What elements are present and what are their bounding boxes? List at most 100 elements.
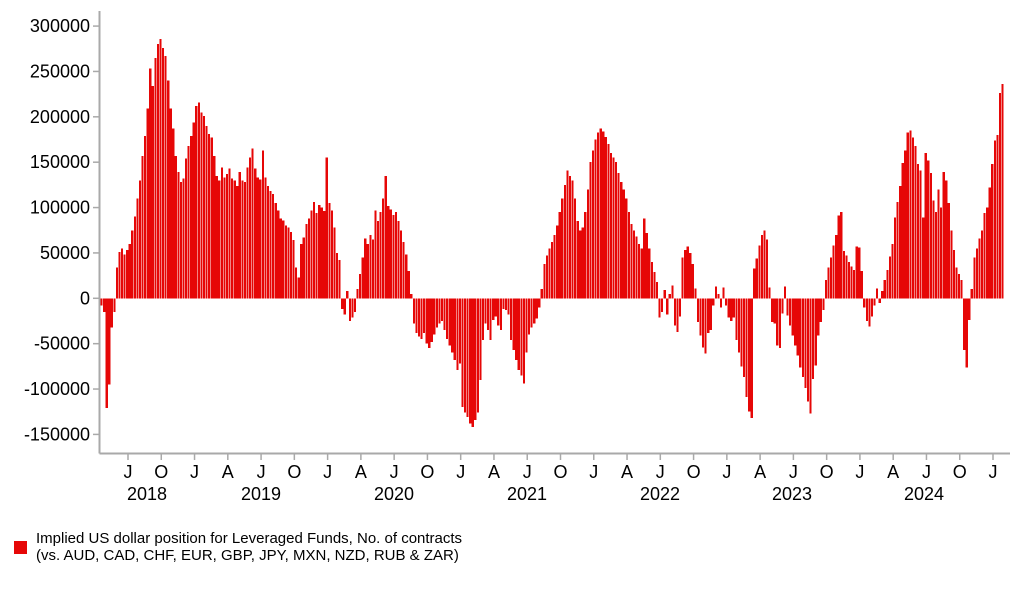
bar <box>860 271 863 299</box>
bar <box>699 298 702 336</box>
bar <box>576 221 579 299</box>
x-month-label: J <box>323 462 332 482</box>
bar <box>425 298 428 344</box>
bar <box>320 207 323 299</box>
bar <box>195 105 198 299</box>
x-month-label: J <box>789 462 798 482</box>
bar <box>361 257 364 299</box>
bar <box>597 132 600 299</box>
bar <box>254 168 257 299</box>
bar <box>755 258 758 299</box>
bar <box>259 179 262 299</box>
bar <box>689 252 692 299</box>
bar <box>553 234 556 299</box>
bar <box>735 298 738 341</box>
bar <box>423 298 426 333</box>
bar <box>115 267 119 299</box>
bar <box>684 250 687 299</box>
bar <box>630 223 633 299</box>
bar <box>568 175 572 299</box>
bar <box>174 155 177 299</box>
bar <box>858 247 861 299</box>
bar <box>540 289 543 299</box>
bar <box>719 298 723 308</box>
bar <box>614 162 618 299</box>
bar <box>922 217 925 299</box>
x-year-label: 2023 <box>772 484 812 504</box>
bar <box>205 125 208 299</box>
bar <box>627 212 630 299</box>
bar <box>986 207 989 299</box>
bar <box>960 280 963 299</box>
bar <box>635 236 638 299</box>
bar <box>123 254 126 299</box>
x-month-label: O <box>287 462 301 482</box>
bar <box>686 246 689 299</box>
bar <box>645 232 648 299</box>
bar <box>673 298 677 326</box>
bar <box>975 248 979 299</box>
x-year-label: 2021 <box>507 484 547 504</box>
bar <box>530 298 533 328</box>
bar <box>707 298 710 333</box>
bar <box>103 298 106 312</box>
bar <box>602 131 605 299</box>
bar <box>927 160 930 299</box>
bar <box>351 298 354 318</box>
bar <box>430 298 433 342</box>
y-axis-label: -100000 <box>24 379 90 399</box>
bar <box>236 185 239 299</box>
bar <box>704 298 707 354</box>
bar <box>105 298 108 409</box>
x-year-label: 2019 <box>241 484 281 504</box>
bar <box>446 298 449 340</box>
bar <box>213 155 216 299</box>
bar <box>151 85 154 299</box>
bar <box>271 193 275 299</box>
bar <box>599 128 602 299</box>
bar <box>379 212 382 299</box>
bar <box>302 237 305 299</box>
bar <box>998 93 1002 299</box>
bar <box>914 145 917 299</box>
x-month-label: A <box>621 462 633 482</box>
bar <box>737 298 741 353</box>
legend-line-1: Implied US dollar position for Leveraged… <box>36 530 463 547</box>
bar <box>517 298 520 370</box>
bar <box>456 298 459 370</box>
bar <box>507 298 510 315</box>
bar <box>730 298 733 321</box>
bar <box>451 298 454 353</box>
y-axis-label: -150000 <box>24 424 90 444</box>
bar <box>620 182 623 299</box>
x-month-label: J <box>855 462 864 482</box>
x-month-label: A <box>355 462 367 482</box>
bar <box>179 182 183 299</box>
bar <box>937 189 940 299</box>
x-month-label: J <box>257 462 266 482</box>
bar <box>182 178 185 299</box>
bar <box>796 298 799 356</box>
bar <box>988 187 991 299</box>
bar <box>765 239 769 299</box>
bar <box>458 298 462 364</box>
bar <box>814 298 817 366</box>
bar <box>184 158 188 299</box>
bar <box>167 80 170 299</box>
bar <box>348 298 351 321</box>
bar <box>264 177 267 299</box>
bar <box>164 56 167 299</box>
bar <box>584 212 587 299</box>
bar <box>829 257 833 299</box>
bar <box>847 262 851 299</box>
bar <box>648 248 651 299</box>
bar <box>520 298 523 376</box>
bar <box>865 298 868 321</box>
bar <box>392 214 395 299</box>
bar <box>753 268 756 299</box>
bar <box>323 211 326 299</box>
x-month-label: A <box>488 462 500 482</box>
bar <box>566 170 569 299</box>
bar <box>819 298 822 322</box>
bar <box>100 298 103 306</box>
